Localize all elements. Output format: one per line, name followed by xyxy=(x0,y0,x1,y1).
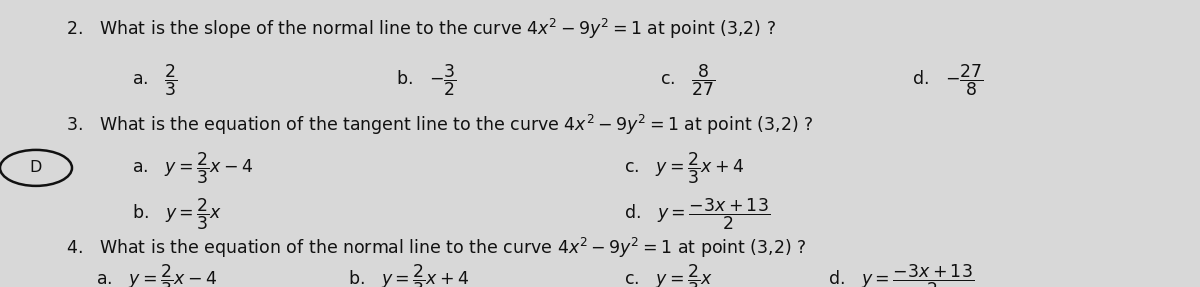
Text: a.   $y = \dfrac{2}{3}x - 4$: a. $y = \dfrac{2}{3}x - 4$ xyxy=(96,262,217,287)
Text: 2.   What is the slope of the normal line to the curve $4x^2 - 9y^2 = 1$ at poin: 2. What is the slope of the normal line … xyxy=(66,17,776,41)
Text: b.   $y = \dfrac{2}{3}x + 4$: b. $y = \dfrac{2}{3}x + 4$ xyxy=(348,262,469,287)
Text: a.   $\dfrac{2}{3}$: a. $\dfrac{2}{3}$ xyxy=(132,63,178,98)
Text: D: D xyxy=(30,160,42,175)
Text: d.   $y = \dfrac{-3x+13}{2}$: d. $y = \dfrac{-3x+13}{2}$ xyxy=(828,262,974,287)
Text: 3.   What is the equation of the tangent line to the curve $4x^2 - 9y^2 = 1$ at : 3. What is the equation of the tangent l… xyxy=(66,113,814,137)
Text: c.   $y = \dfrac{2}{3}x + 4$: c. $y = \dfrac{2}{3}x + 4$ xyxy=(624,150,744,186)
Text: b.   $-\dfrac{3}{2}$: b. $-\dfrac{3}{2}$ xyxy=(396,63,457,98)
Text: b.   $y = \dfrac{2}{3}x$: b. $y = \dfrac{2}{3}x$ xyxy=(132,196,222,232)
Text: d.   $-\dfrac{27}{8}$: d. $-\dfrac{27}{8}$ xyxy=(912,63,984,98)
Text: c.   $y = \dfrac{2}{3}x$: c. $y = \dfrac{2}{3}x$ xyxy=(624,262,713,287)
Text: d.   $y = \dfrac{-3x+13}{2}$: d. $y = \dfrac{-3x+13}{2}$ xyxy=(624,196,770,232)
Text: 4.   What is the equation of the normal line to the curve $4x^2 - 9y^2 = 1$ at p: 4. What is the equation of the normal li… xyxy=(66,236,806,260)
Text: a.   $y = \dfrac{2}{3}x - 4$: a. $y = \dfrac{2}{3}x - 4$ xyxy=(132,150,253,186)
Text: c.   $\dfrac{8}{27}$: c. $\dfrac{8}{27}$ xyxy=(660,63,715,98)
